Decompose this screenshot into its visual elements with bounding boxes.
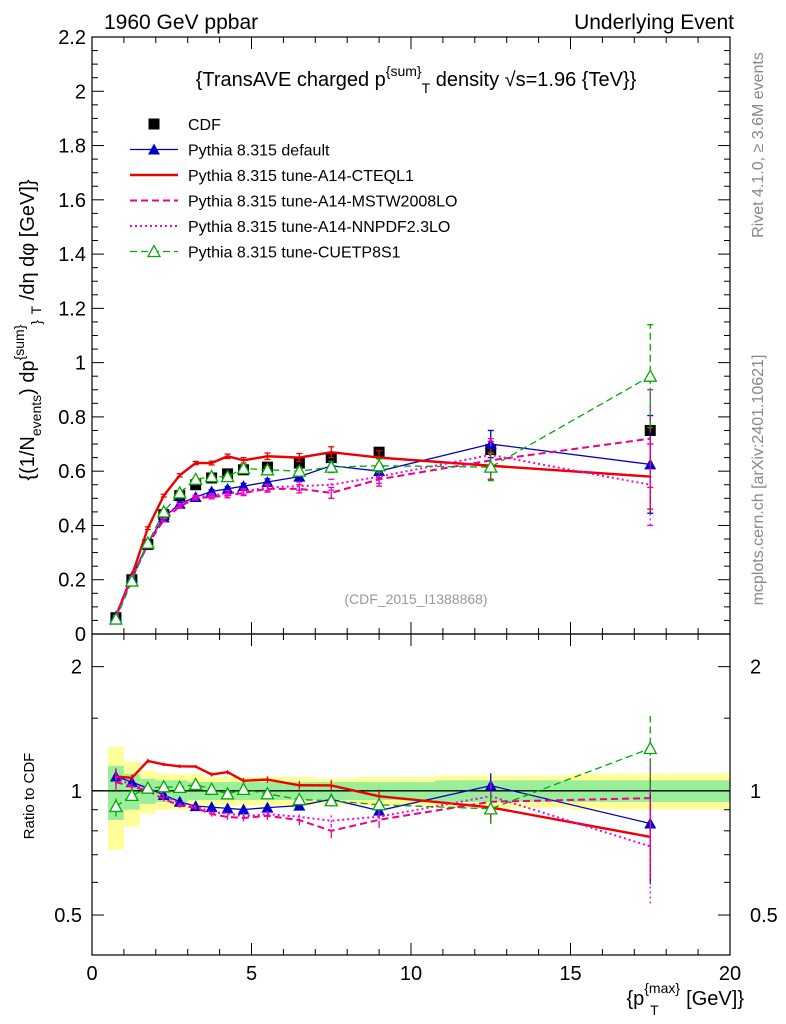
x-tick-label: 20 [719, 963, 741, 985]
ratio-tick-label-left: 2 [71, 657, 82, 679]
series-point [236, 461, 251, 475]
ratio-point [236, 782, 251, 796]
x-tick-label: 15 [559, 963, 581, 985]
ratio-tick-label-right: 0.5 [750, 905, 778, 927]
legend-label: Pythia 8.315 tune-A14-MSTW2008LO [188, 194, 457, 211]
ratio-point [221, 802, 234, 814]
series-point [292, 463, 307, 477]
ratio-point [372, 797, 387, 811]
ratio-point [237, 803, 250, 815]
ratio-point [483, 801, 498, 815]
legend-marker [146, 244, 162, 258]
legend-marker [148, 143, 160, 155]
series-point [140, 535, 155, 549]
ratio-point [108, 799, 124, 813]
ratio-point [188, 777, 203, 791]
series-point [324, 459, 339, 473]
mcplots-label: mcplots.cern.ch [arXiv:2401.10621] [750, 355, 767, 606]
ratio-point [260, 786, 275, 800]
ratio-point [173, 795, 186, 807]
ratio-point [140, 780, 155, 794]
x-tick-label: 0 [86, 963, 97, 985]
ratio-series-line [115, 747, 651, 810]
legend: CDF Pythia 8.315 default Pythia 8.315 tune… [130, 117, 457, 262]
cdf-data-point [293, 457, 305, 469]
y-tick-label: 1.2 [58, 298, 86, 320]
y-tick-label: 0.4 [58, 515, 86, 537]
x-tick-label: 10 [400, 963, 422, 985]
header-left: 1960 GeV ppbar [104, 11, 258, 34]
legend-label: Pythia 8.315 default [188, 143, 330, 160]
ratio-point [292, 792, 307, 806]
y-tick-label: 0.8 [58, 407, 86, 429]
y-tick-label: 1 [75, 353, 86, 375]
series-point [108, 611, 124, 625]
y-tick-label: 1.8 [58, 136, 86, 158]
legend-label: Pythia 8.315 tune-CUETP8S1 [188, 245, 401, 262]
series-point [643, 368, 658, 382]
y-tick-label: 0 [75, 624, 86, 646]
legend-title: {TransAVE charged p{sum}T density √s=1.9… [196, 63, 637, 96]
main-panel: 0 0.2 0.4 0.6 0.8 1 1.2 1.4 1.6 1.8 2 2.2 [58, 27, 731, 955]
ratio-point [156, 779, 171, 793]
ratio-tick-label-left: 1 [71, 781, 82, 803]
y-axis-title: {(1/Nevents) dp{sum}} T /dη dφ [GeV]} [11, 179, 44, 481]
ratio-tick-label-left: 0.5 [54, 905, 82, 927]
legend-marker [148, 118, 160, 130]
series-point [204, 469, 219, 483]
legend-label: CDF [188, 117, 221, 134]
y-tick-label: 0.6 [58, 461, 86, 483]
ratio-point [204, 781, 219, 795]
series-point [172, 485, 187, 499]
series-point [124, 573, 139, 587]
series-point [483, 459, 498, 473]
ratio-point [643, 741, 658, 755]
ratio-tick-label-right: 1 [750, 781, 761, 803]
rivet-label: Rivet 4.1.0, ≥ 3.6M events [750, 52, 767, 238]
ratio-frame [91, 633, 731, 956]
header-right: Underlying Event [574, 11, 734, 34]
ratio-tick-label-right: 2 [750, 657, 761, 679]
y-tick-label: 1.4 [58, 244, 86, 266]
ratio-series-line [115, 775, 651, 848]
series-point [220, 469, 235, 483]
analysis-label: (CDF_2015_I1388868) [344, 591, 487, 607]
series-line [115, 375, 651, 620]
series-point [372, 458, 387, 472]
series-line [115, 453, 651, 617]
x-tick-label: 5 [246, 963, 257, 985]
series-point [156, 504, 171, 518]
y-tick-label: 0.2 [58, 570, 86, 592]
ratio-point [324, 793, 339, 807]
y-tick-label: 2.2 [58, 27, 86, 49]
y-tick-label: 2 [75, 81, 86, 103]
ratio-point [220, 786, 235, 800]
ratio-axis-title: Ratio to CDF [21, 753, 38, 840]
x-axis-title: {p{max} T [GeV]} [626, 980, 744, 1018]
ratio-point [124, 788, 139, 802]
ratio-point [261, 801, 274, 813]
legend-label: Pythia 8.315 tune-A14-CTEQL1 [188, 168, 414, 185]
legend-label: Pythia 8.315 tune-A14-NNPDF2.3LO [188, 219, 450, 236]
ratio-panel: 0 5 10 15 20 0.5 0.5 1 1 2 2 [54, 633, 778, 985]
series-point [260, 462, 275, 476]
ratio-point [172, 780, 187, 794]
y-tick-label: 1.6 [58, 190, 86, 212]
ratio-point [205, 801, 218, 813]
series-point [188, 471, 203, 485]
